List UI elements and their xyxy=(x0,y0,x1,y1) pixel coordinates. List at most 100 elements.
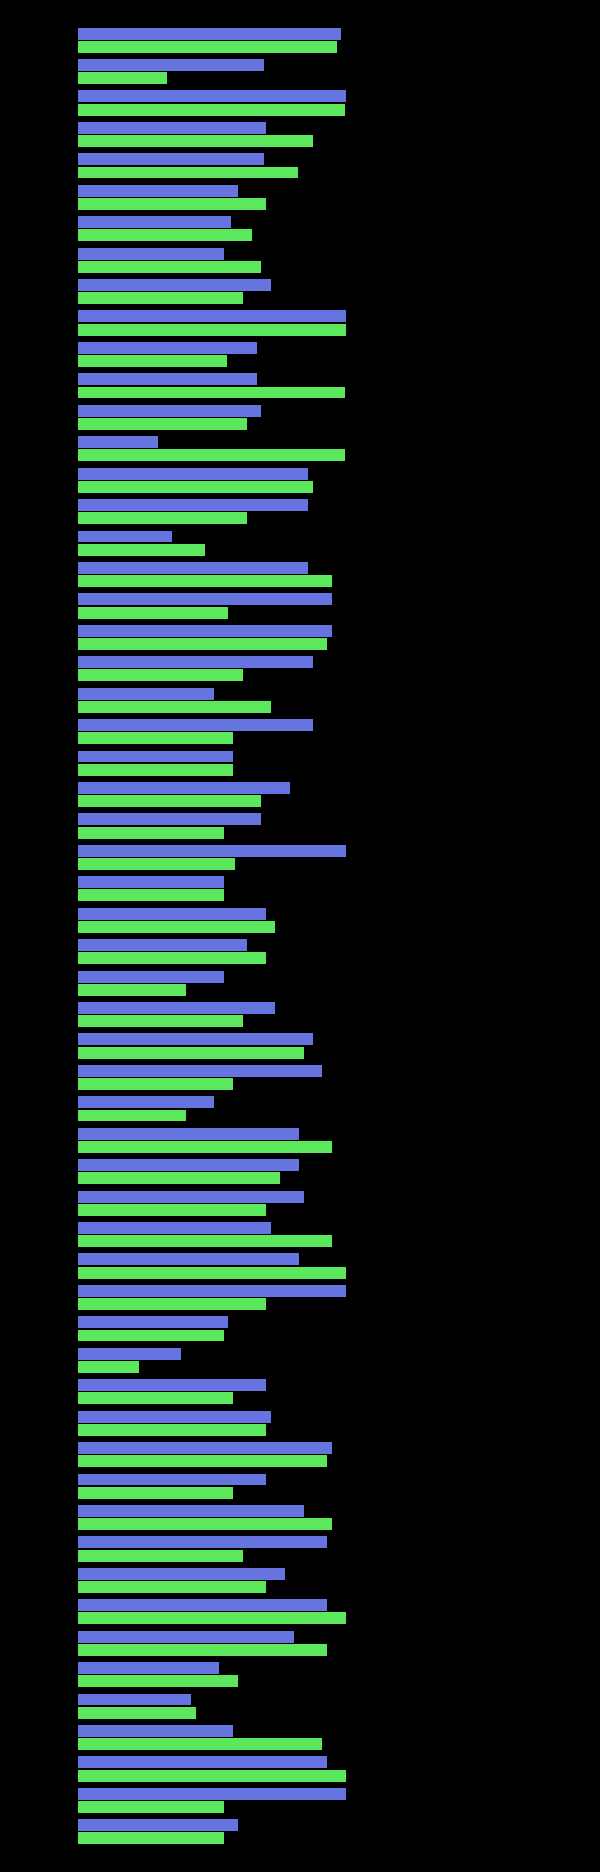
Bar xyxy=(78,1599,327,1612)
Bar xyxy=(78,167,298,178)
Bar xyxy=(78,1739,322,1750)
Bar xyxy=(78,343,257,354)
Bar xyxy=(78,1801,224,1812)
Bar xyxy=(78,1127,299,1140)
Bar xyxy=(78,657,313,668)
Bar xyxy=(78,468,308,479)
Bar xyxy=(78,1724,233,1737)
Bar xyxy=(78,1110,186,1121)
Bar xyxy=(78,154,264,165)
Bar xyxy=(78,279,271,290)
Bar xyxy=(78,530,172,543)
Bar xyxy=(78,1455,327,1468)
Bar xyxy=(78,1612,346,1625)
Bar xyxy=(78,90,346,103)
Bar xyxy=(78,1820,238,1831)
Bar xyxy=(78,73,167,84)
Bar xyxy=(78,481,313,492)
Bar xyxy=(78,292,242,303)
Bar xyxy=(78,417,247,431)
Bar xyxy=(78,543,205,556)
Bar xyxy=(78,135,313,148)
Bar xyxy=(78,562,308,575)
Bar xyxy=(78,719,313,732)
Bar xyxy=(78,1707,196,1718)
Bar xyxy=(78,1550,242,1561)
Bar xyxy=(78,796,262,807)
Bar xyxy=(78,827,224,839)
Bar xyxy=(78,1631,294,1642)
Bar xyxy=(78,1769,346,1782)
Bar xyxy=(78,1065,322,1076)
Bar xyxy=(78,1254,299,1265)
Bar xyxy=(78,782,290,794)
Bar xyxy=(78,215,231,228)
Bar xyxy=(78,1316,229,1329)
Bar xyxy=(78,1486,233,1499)
Bar xyxy=(78,1756,327,1769)
Bar xyxy=(78,1505,304,1516)
Bar xyxy=(78,921,275,932)
Bar xyxy=(78,1518,332,1529)
Bar xyxy=(78,1015,242,1028)
Bar xyxy=(78,1236,332,1247)
Bar xyxy=(78,436,158,447)
Bar xyxy=(78,41,337,52)
Bar xyxy=(78,1348,181,1359)
Bar xyxy=(78,876,224,887)
Bar xyxy=(78,122,266,133)
Bar xyxy=(78,230,252,241)
Bar xyxy=(78,814,262,826)
Bar xyxy=(78,970,224,983)
Bar xyxy=(78,607,229,618)
Bar xyxy=(78,940,247,951)
Bar xyxy=(78,908,266,919)
Bar xyxy=(78,1329,224,1342)
Bar xyxy=(78,260,262,273)
Bar xyxy=(78,513,247,524)
Bar xyxy=(78,1569,285,1580)
Bar xyxy=(78,857,235,870)
Bar xyxy=(78,103,345,116)
Bar xyxy=(78,1675,238,1687)
Bar xyxy=(78,60,264,71)
Bar xyxy=(78,1191,304,1202)
Bar xyxy=(78,638,327,650)
Bar xyxy=(78,1694,191,1705)
Bar xyxy=(78,1644,327,1657)
Bar xyxy=(78,500,308,511)
Bar xyxy=(78,732,233,745)
Bar xyxy=(78,1788,346,1799)
Bar xyxy=(78,1097,214,1108)
Bar xyxy=(78,593,332,605)
Bar xyxy=(78,985,186,996)
Bar xyxy=(78,1204,266,1215)
Bar xyxy=(78,386,345,399)
Bar xyxy=(78,575,332,588)
Bar xyxy=(78,889,224,902)
Bar xyxy=(78,247,224,260)
Bar xyxy=(78,1537,327,1548)
Bar xyxy=(78,1159,299,1172)
Bar xyxy=(78,687,214,700)
Bar xyxy=(78,670,242,681)
Bar xyxy=(78,1582,266,1593)
Bar xyxy=(78,764,233,775)
Bar xyxy=(78,844,346,857)
Bar xyxy=(78,185,238,197)
Bar xyxy=(78,1002,275,1015)
Bar xyxy=(78,1662,219,1674)
Bar xyxy=(78,1267,346,1279)
Bar xyxy=(78,953,266,964)
Bar xyxy=(78,1046,304,1058)
Bar xyxy=(78,404,262,417)
Bar xyxy=(78,625,332,636)
Bar xyxy=(78,1222,271,1234)
Bar xyxy=(78,1078,233,1090)
Bar xyxy=(78,311,346,322)
Bar xyxy=(78,1833,224,1844)
Bar xyxy=(78,751,233,762)
Bar xyxy=(78,449,345,461)
Bar xyxy=(78,1033,313,1045)
Bar xyxy=(78,356,227,367)
